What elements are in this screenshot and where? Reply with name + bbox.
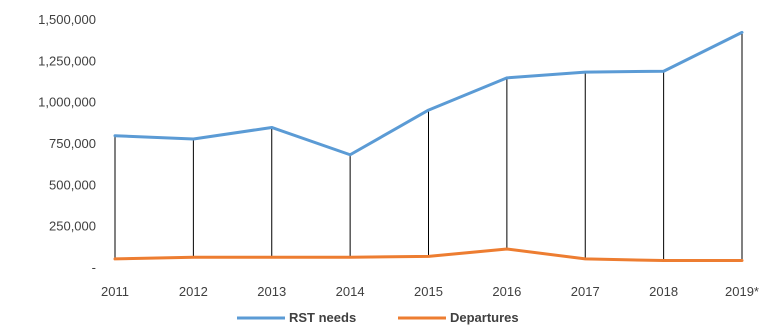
y-tick-label: 250,000: [49, 219, 96, 234]
x-tick-label: 2019*: [725, 284, 759, 299]
x-tick-label: 2018: [649, 284, 678, 299]
x-tick-label: 2014: [336, 284, 365, 299]
series-line-departures: [113, 247, 744, 263]
legend-label: Departures: [450, 310, 519, 325]
y-tick-label: 1,500,000: [38, 12, 96, 27]
y-tick-label: -: [92, 260, 96, 275]
x-tick-label: 2012: [179, 284, 208, 299]
y-tick-label: 500,000: [49, 177, 96, 192]
drop-lines: [114, 32, 743, 261]
legend: RST needs Departures: [237, 310, 519, 325]
x-tick-label: 2013: [257, 284, 286, 299]
x-tick-label: 2016: [492, 284, 521, 299]
legend-item-departures: Departures: [398, 310, 519, 325]
y-tick-label: 1,000,000: [38, 95, 96, 110]
series-line-rst-needs: [113, 30, 744, 157]
x-tick-label: 2015: [414, 284, 443, 299]
series-lines: [113, 30, 744, 263]
y-axis: - 250,000 500,000 750,000 1,000,000 1,250,000…: [38, 12, 96, 275]
x-axis: 2011 2012 2013 2014 2015 2016 2017 2018 2019*: [101, 284, 759, 299]
x-tick-label: 2017: [571, 284, 600, 299]
x-tick-label: 2011: [101, 284, 129, 299]
legend-item-rst-needs: RST needs: [237, 310, 356, 325]
y-tick-label: 1,250,000: [38, 53, 96, 68]
legend-label: RST needs: [289, 310, 356, 325]
y-tick-label: 750,000: [49, 136, 96, 151]
